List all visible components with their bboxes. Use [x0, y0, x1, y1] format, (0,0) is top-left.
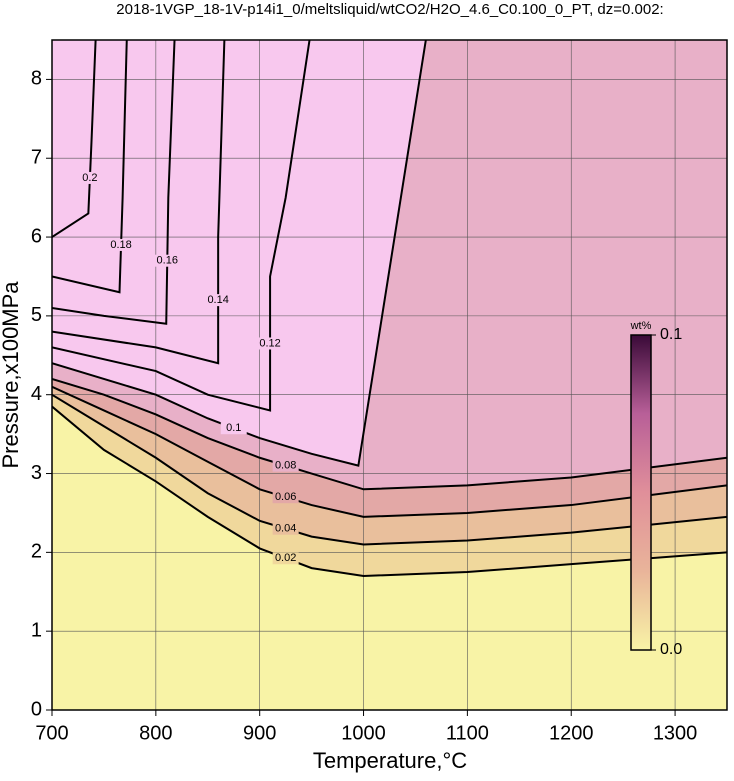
contour-line	[52, 40, 311, 412]
x-tick-label: 1300	[653, 722, 698, 744]
contour-label: 0.14	[207, 294, 228, 306]
contour-label: 0.2	[82, 172, 97, 184]
contour-label: 0.16	[157, 255, 178, 267]
x-tick-label: 1100	[446, 722, 489, 744]
contour-label-bg	[76, 171, 103, 184]
x-tick-label: 700	[35, 722, 68, 744]
y-tick-label: 8	[31, 68, 42, 90]
y-tick-label: 4	[31, 383, 42, 405]
plot-frame	[51, 39, 728, 711]
contour-label-bg	[272, 491, 299, 504]
contour-label-bg	[205, 294, 232, 307]
contour-label-bg	[272, 552, 299, 565]
overlay: 700 800 900 1000 1100 1200 1300012345678wt%0.0…	[31, 39, 728, 744]
contour-label-bg	[220, 422, 247, 435]
colorbar-tick-label: 0.1	[660, 326, 682, 343]
x-tick-label: 900	[243, 722, 276, 744]
y-tick-label: 0	[31, 698, 42, 720]
x-tick-label: 1000	[341, 722, 386, 744]
contour-line	[52, 40, 176, 325]
contour-fill	[52, 40, 96, 238]
contour-line	[52, 40, 226, 365]
contour-label: 0.1	[226, 422, 241, 434]
y-tick-label: 7	[31, 147, 42, 169]
y-axis-label: Pressure,x100MPa	[0, 281, 23, 469]
contour-label-bg	[272, 522, 299, 535]
y-tick-label: 1	[31, 619, 42, 641]
contour-label: 0.08	[275, 460, 296, 472]
contour-label-bg	[257, 337, 284, 350]
y-tick-label: 6	[31, 225, 42, 247]
contour-label: 0.02	[275, 552, 296, 564]
chart-title: 2018-1VGP_18-1V-p14i1_0/meltsliquid/wtCO…	[116, 1, 663, 18]
colorbar-label: wt%	[630, 320, 652, 332]
contour-label: 0.04	[275, 523, 296, 535]
contour-label: 0.12	[259, 337, 280, 349]
colorbar	[630, 334, 652, 651]
x-tick-label: 1200	[549, 722, 594, 744]
x-tick-label: 800	[139, 722, 172, 744]
contour-label: 0.18	[110, 239, 131, 251]
contour-label: 0.06	[275, 491, 296, 503]
y-tick-label: 3	[31, 462, 42, 484]
y-tick-label: 2	[31, 541, 42, 563]
contour-label-bg	[272, 459, 299, 472]
x-axis-label: Temperature,°C	[313, 748, 467, 773]
contour-label-bg	[108, 238, 135, 251]
y-tick-label: 5	[31, 304, 42, 326]
plot-area: 0.02 0.04 0.06 0.08 0.1 0.12 0.14 0.16 0.18 0.2	[52, 40, 727, 710]
contour-label-bg	[154, 254, 181, 267]
colorbar-tick-label: 0.0	[660, 641, 682, 658]
